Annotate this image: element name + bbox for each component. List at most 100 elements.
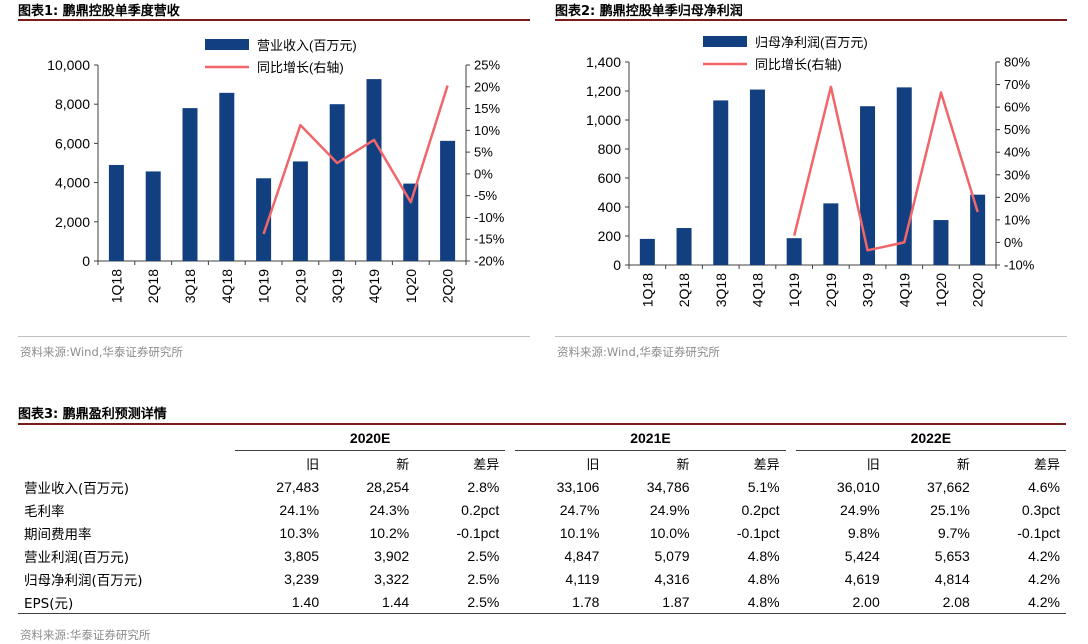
table-cell: 24.1% — [279, 501, 320, 518]
category-label: 4Q18 — [219, 269, 235, 303]
legend-bar-swatch — [703, 36, 747, 47]
table-cell: 2.5% — [467, 570, 500, 587]
forecast-table: 2020E 2021E 2022E 旧 新 差异 旧 新 差异 旧 新 差异 营业收入(百万元)… — [18, 423, 1066, 614]
figure2-title: 图表2: 鹏鼎控股单季归母净利润 — [555, 4, 743, 19]
category-label: 2Q18 — [676, 273, 692, 307]
category-label: 4Q19 — [896, 273, 912, 307]
figure2-bottom-rule — [555, 336, 1067, 337]
table-cell: 0.2pct — [741, 501, 780, 518]
table-cell: 9.7% — [937, 524, 970, 541]
left-tick-label: 10,000 — [47, 57, 90, 73]
table-cell: 36,010 — [836, 478, 880, 495]
row-label: 期间费用率 — [24, 526, 92, 543]
right-tick-label: 70% — [1004, 77, 1030, 92]
legend-bar-label: 营业收入(百万元) — [257, 38, 357, 53]
table-cell: 24.3% — [369, 501, 410, 518]
legend-line-label: 同比增长(右轴) — [755, 57, 842, 72]
table-cell: 5.1% — [747, 478, 780, 495]
table-cell: 37,662 — [927, 478, 970, 495]
bar — [292, 161, 308, 261]
table-cell: 4,316 — [654, 570, 690, 587]
row-label: 营业收入(百万元) — [24, 480, 130, 497]
table-cell: 4,119 — [565, 570, 600, 587]
left-tick-label: 200 — [598, 228, 622, 244]
category-label: 3Q18 — [182, 269, 198, 303]
table-cell: 10.0% — [649, 524, 690, 541]
legend-bar-label: 归母净利润(百万元) — [755, 35, 868, 50]
subheader-new: 新 — [396, 457, 410, 473]
bar — [970, 194, 986, 265]
table-cell: 24.7% — [559, 501, 600, 518]
table-cell: 2.5% — [467, 547, 500, 564]
table-cell: 4.6% — [1028, 478, 1060, 495]
year-2022e: 2022E — [795, 423, 1066, 451]
right-tick-label: 0% — [1004, 235, 1023, 250]
subheader-diff: 差异 — [1033, 457, 1060, 473]
year-header-row: 2020E 2021E 2022E — [18, 423, 1066, 451]
subheader-old: 旧 — [586, 457, 600, 473]
table-cell: 10.1% — [559, 524, 600, 541]
table-cell: 5,424 — [844, 547, 880, 564]
table-cell: -0.1pct — [456, 524, 500, 541]
right-tick-label: 40% — [1004, 145, 1030, 160]
bar — [713, 100, 729, 265]
table-cell: 9.8% — [847, 524, 880, 541]
legend-bar-swatch — [205, 39, 249, 50]
table-row: 毛利率 24.1% 24.3% 0.2pct 24.7% 24.9% 0.2pct 24.9%… — [18, 498, 1066, 521]
table-cell: 4,814 — [934, 570, 970, 587]
figure1-top-rule — [18, 19, 530, 21]
category-label: 3Q19 — [860, 273, 876, 307]
bar — [786, 238, 802, 265]
right-tick-label: -5% — [474, 188, 498, 203]
table-cell: 5,079 — [654, 547, 690, 564]
category-label: 2Q19 — [292, 269, 308, 303]
bar — [749, 89, 765, 265]
figure3-title: 图表3: 鹏鼎盈利预测详情 — [18, 407, 167, 422]
bar — [182, 108, 198, 262]
category-label: 1Q18 — [108, 269, 124, 303]
yoy-growth-line — [262, 85, 449, 235]
left-tick-label: 1,000 — [586, 112, 621, 128]
category-label: 1Q20 — [933, 273, 949, 307]
table-cell: 4.8% — [747, 547, 780, 564]
table-cell: 3,239 — [284, 570, 320, 587]
right-tick-label: -10% — [474, 210, 505, 225]
category-label: 1Q19 — [786, 273, 802, 307]
left-tick-label: 400 — [598, 199, 622, 215]
category-label: 1Q19 — [256, 269, 272, 303]
table-cell: 4.2% — [1028, 570, 1060, 587]
right-tick-label: 50% — [1004, 122, 1030, 137]
table-cell: 2.00 — [795, 590, 886, 614]
bar — [440, 140, 456, 261]
row-label: 营业利润(百万元) — [24, 549, 130, 566]
table-cell: 4.2% — [1028, 547, 1060, 564]
table-cell: 28,254 — [366, 478, 410, 495]
row-label: EPS(元) — [18, 590, 235, 614]
bar — [145, 171, 161, 261]
table-cell: 2.5% — [415, 590, 506, 614]
table-cell: 2.08 — [885, 590, 976, 614]
left-tick-label: 0 — [82, 253, 90, 269]
table-cell: 0.2pct — [461, 501, 500, 518]
left-tick-label: 600 — [598, 170, 622, 186]
table-cell: 10.3% — [279, 524, 320, 541]
right-tick-label: 30% — [1004, 167, 1030, 182]
bar — [823, 203, 839, 265]
figure1-title: 图表1: 鹏鼎控股单季度营收 — [18, 4, 180, 19]
bar — [639, 238, 655, 265]
figure1-bottom-rule — [18, 336, 530, 337]
table-cell: 27,483 — [276, 478, 320, 495]
right-tick-label: 5% — [474, 145, 493, 160]
category-label: 2Q18 — [145, 269, 161, 303]
table-cell: 24.9% — [840, 501, 880, 518]
right-tick-label: -15% — [474, 232, 505, 247]
table-row: 归母净利润(百万元) 3,239 3,322 2.5% 4,119 4,316 4.8% 4,… — [18, 567, 1066, 590]
table-cell: -0.1pct — [736, 524, 780, 541]
right-tick-label: 0% — [474, 166, 493, 181]
table-cell: 25.1% — [930, 501, 970, 518]
category-label: 1Q18 — [639, 273, 655, 307]
table-cell: 10.2% — [369, 524, 410, 541]
category-label: 4Q18 — [749, 273, 765, 307]
bar — [896, 87, 912, 265]
table-cell: 5,653 — [934, 547, 970, 564]
